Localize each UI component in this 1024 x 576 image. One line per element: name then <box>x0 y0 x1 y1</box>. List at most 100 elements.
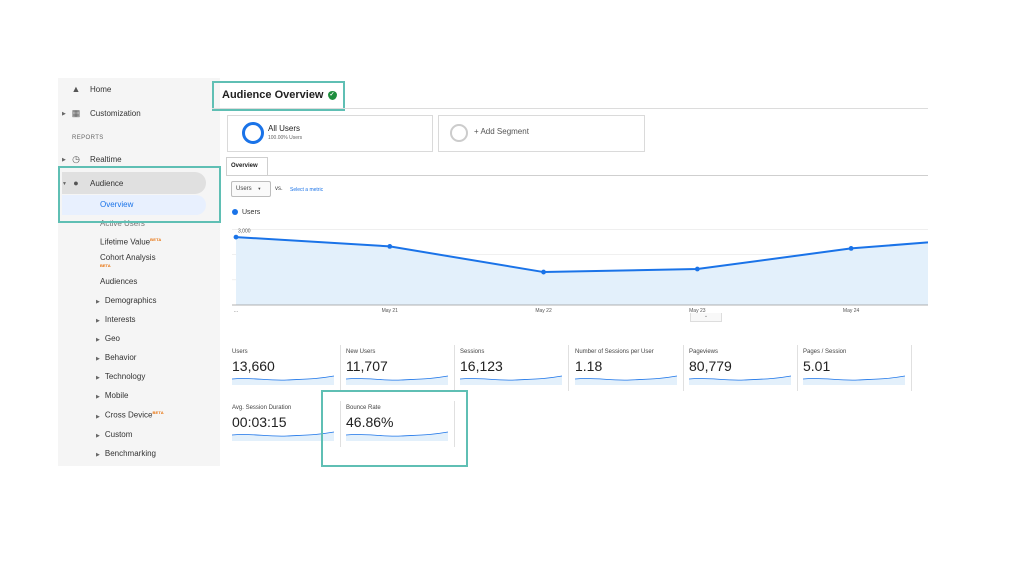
vs-label: vs. <box>275 186 283 192</box>
sidebar-item-customization[interactable]: ▦ Customization <box>70 108 141 119</box>
highlight-box-title <box>212 81 345 111</box>
sidebar-item-label: Technology <box>104 372 146 381</box>
caret-down-icon[interactable]: ▼ <box>62 181 67 187</box>
sidebar-item-label: Realtime <box>90 155 122 164</box>
caret-right-icon: ▶ <box>96 375 100 381</box>
sidebar-item-label: Lifetime Value <box>100 237 151 247</box>
sidebar-item-mobile[interactable]: ▶ Mobile <box>96 391 128 400</box>
metric-value: 46.86% <box>346 414 394 430</box>
sidebar-item-demographics[interactable]: ▶ Demographics <box>96 296 156 305</box>
metric-value: 5.01 <box>803 358 831 374</box>
caret-right-icon: ▶ <box>96 318 100 324</box>
metric-value: 1.18 <box>575 358 603 374</box>
sparkline-line <box>689 375 791 381</box>
chart-expand-handle[interactable]: ⌄ <box>690 313 722 322</box>
sidebar-item-label: Custom <box>104 430 133 439</box>
metric-sparkline <box>460 375 562 385</box>
metric-sparkline <box>232 375 334 385</box>
data-point[interactable] <box>848 246 854 251</box>
caret-right-icon[interactable]: ▶ <box>62 111 66 117</box>
data-point[interactable] <box>694 266 700 272</box>
x-tick-label: May 23 <box>689 308 706 314</box>
sidebar-item-label: Geo <box>104 334 120 343</box>
sidebar <box>58 78 220 466</box>
metric-divider <box>683 345 684 391</box>
segment-ring-icon <box>242 122 264 144</box>
metric-sparkline <box>346 431 448 441</box>
sidebar-item-label: Mobile <box>104 391 129 400</box>
metric-sparkline <box>232 431 334 441</box>
caret-right-icon: ▶ <box>96 356 100 362</box>
metric-divider <box>911 345 912 391</box>
dashboard-grid-icon: ▦ <box>71 108 81 118</box>
sidebar-item-overview[interactable]: Overview <box>100 200 134 209</box>
metric-sparkline <box>803 375 905 385</box>
tab-divider <box>226 175 928 176</box>
sidebar-item-benchmarking[interactable]: ▶ Benchmarking <box>96 449 156 458</box>
caret-right-icon: ▶ <box>96 299 100 305</box>
metric-label: Bounce Rate <box>346 405 381 411</box>
select-metric-link[interactable]: Select a metric <box>290 187 324 193</box>
sparkline-line <box>346 375 448 381</box>
add-segment-label: + Add Segment <box>474 127 529 136</box>
metric-label: New Users <box>346 349 376 355</box>
sidebar-item-custom[interactable]: ▶ Custom <box>96 430 132 439</box>
data-point[interactable] <box>387 243 393 249</box>
home-icon: ▲ <box>71 84 81 94</box>
tab-overview[interactable]: Overview <box>226 157 268 175</box>
legend-label: Users <box>242 209 261 216</box>
add-segment-button[interactable]: + Add Segment <box>438 115 645 152</box>
users-line-chart[interactable]: 3,0002,0001,000 <box>232 222 928 318</box>
metric-label: Pageviews <box>689 349 719 355</box>
sidebar-item-realtime[interactable]: ◷ Realtime <box>70 154 122 165</box>
x-tick-label: May 21 <box>381 308 398 314</box>
data-point[interactable] <box>541 269 546 275</box>
highlight-box-audience <box>58 166 221 223</box>
sidebar-item-audience[interactable]: ● Audience <box>70 178 123 188</box>
sidebar-item-lifetime-value[interactable]: Lifetime ValueBETA <box>100 237 162 247</box>
sidebar-item-overview-background <box>62 195 206 215</box>
chart-legend: Users <box>232 209 260 216</box>
metric-sparkline <box>575 375 677 385</box>
metric-label: Number of Sessions per User <box>575 349 654 355</box>
metric-label: Avg. Session Duration <box>232 405 292 411</box>
sidebar-item-active-users[interactable]: Active Users <box>100 219 145 228</box>
x-tick-label: ... <box>233 308 239 314</box>
sidebar-item-cross-device[interactable]: ▶ Cross DeviceBETA <box>96 410 164 420</box>
sidebar-item-interests[interactable]: ▶ Interests <box>96 315 136 324</box>
sidebar-item-audiences[interactable]: Audiences <box>100 277 138 286</box>
caret-right-icon[interactable]: ▶ <box>62 157 66 163</box>
sidebar-item-home[interactable]: ▲ Home <box>70 84 112 94</box>
sidebar-item-behavior[interactable]: ▶ Behavior <box>96 353 136 362</box>
caret-right-icon: ▶ <box>96 433 100 439</box>
metric-select[interactable]: Users ▼ <box>231 181 271 197</box>
sparkline-line <box>232 431 334 437</box>
beta-badge: BETA <box>152 410 164 415</box>
metric-divider <box>797 345 798 391</box>
caret-right-icon: ▶ <box>96 452 100 458</box>
caret-right-icon: ▶ <box>96 413 100 420</box>
metric-select-value: Users <box>236 186 252 192</box>
data-point[interactable] <box>233 234 239 240</box>
sidebar-item-label: Behavior <box>104 353 137 362</box>
y-tick-label: 3,000 <box>238 229 251 235</box>
clock-icon: ◷ <box>72 154 80 164</box>
sidebar-item-technology[interactable]: ▶ Technology <box>96 372 145 381</box>
sidebar-item-cohort-analysis[interactable]: Cohort Analysis <box>100 253 156 262</box>
metric-value: 16,123 <box>460 358 503 374</box>
page-title: Audience Overview ✓ <box>222 89 337 101</box>
metric-label: Users <box>232 349 248 355</box>
sidebar-item-geo[interactable]: ▶ Geo <box>96 334 120 343</box>
users-series-line <box>235 236 928 274</box>
metric-label: Pages / Session <box>803 349 847 355</box>
beta-badge: BETA <box>100 263 111 268</box>
chevron-down-icon: ▼ <box>257 186 262 191</box>
sparkline-line <box>460 375 562 381</box>
sidebar-item-label: Audience <box>90 178 124 188</box>
x-tick-label: May 24 <box>842 308 860 314</box>
metric-sparkline <box>346 375 448 385</box>
sidebar-item-label: Interests <box>104 315 136 324</box>
segment-all-users[interactable]: All Users 100.00% Users <box>227 115 433 152</box>
metric-value: 11,707 <box>346 358 388 374</box>
sparkline-line <box>575 375 677 381</box>
